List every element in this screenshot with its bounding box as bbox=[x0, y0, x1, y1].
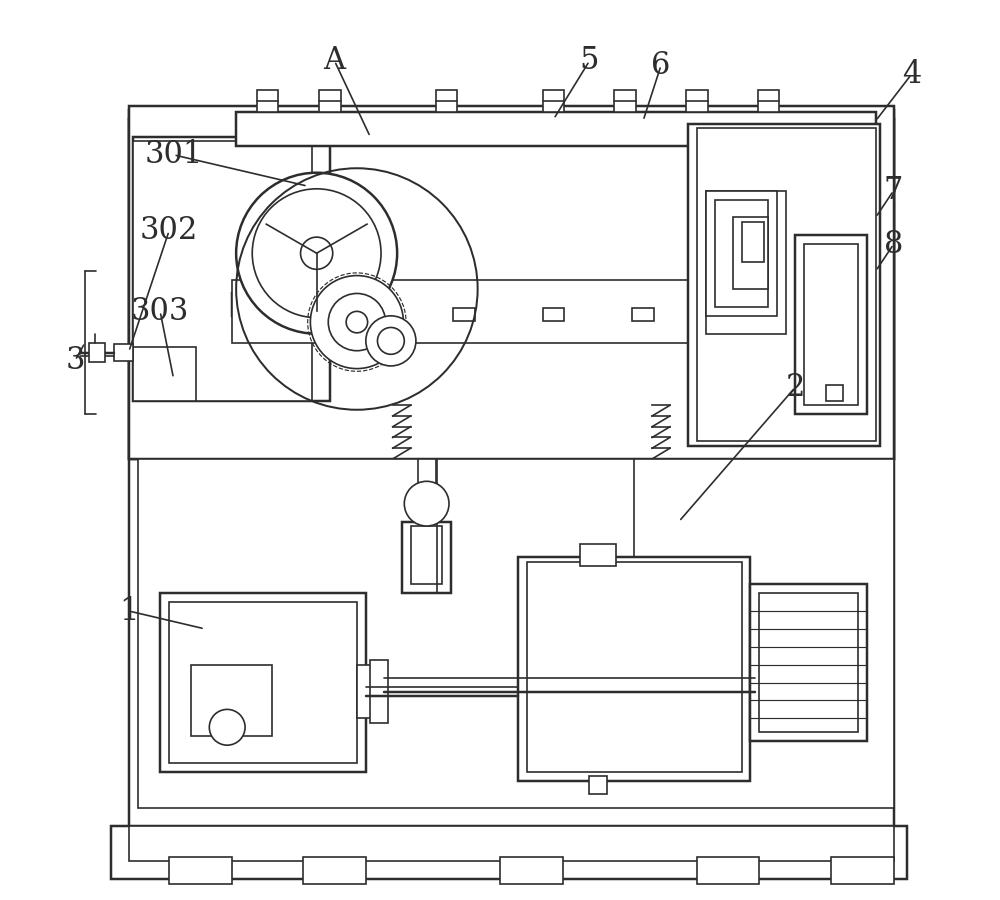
Text: 2: 2 bbox=[785, 372, 805, 403]
Bar bbox=[114, 345, 133, 361]
Bar bbox=[111, 825, 907, 879]
Bar bbox=[706, 191, 777, 316]
Bar bbox=[697, 128, 876, 441]
Bar bbox=[129, 110, 894, 861]
Bar bbox=[418, 459, 436, 490]
Text: 302: 302 bbox=[140, 215, 198, 247]
Circle shape bbox=[377, 328, 404, 355]
Bar bbox=[319, 89, 341, 112]
Bar bbox=[169, 602, 357, 763]
Bar bbox=[133, 141, 312, 401]
Bar bbox=[357, 665, 384, 718]
Text: 5: 5 bbox=[580, 45, 599, 76]
Bar bbox=[257, 89, 278, 112]
Text: 301: 301 bbox=[144, 140, 203, 170]
Bar bbox=[715, 200, 768, 307]
Circle shape bbox=[236, 173, 397, 334]
Bar bbox=[292, 308, 314, 321]
Circle shape bbox=[310, 275, 403, 369]
Text: 1: 1 bbox=[119, 596, 139, 626]
Bar bbox=[373, 308, 394, 321]
Bar bbox=[129, 825, 894, 861]
Bar bbox=[706, 191, 786, 334]
Bar bbox=[688, 123, 880, 446]
Bar bbox=[831, 857, 894, 884]
Bar bbox=[804, 244, 858, 405]
Bar bbox=[191, 665, 272, 736]
Bar bbox=[733, 218, 768, 289]
Text: 7: 7 bbox=[884, 176, 903, 206]
Bar bbox=[436, 89, 457, 112]
Bar bbox=[686, 89, 708, 112]
Bar bbox=[370, 661, 388, 723]
Text: 8: 8 bbox=[884, 229, 903, 260]
Bar bbox=[129, 105, 894, 459]
Text: 303: 303 bbox=[131, 296, 189, 327]
Bar bbox=[133, 137, 330, 400]
Bar bbox=[232, 293, 804, 316]
Bar bbox=[795, 235, 867, 414]
Circle shape bbox=[252, 189, 381, 318]
Bar bbox=[236, 112, 876, 146]
Bar bbox=[500, 857, 563, 884]
Circle shape bbox=[346, 311, 368, 333]
Bar bbox=[129, 434, 894, 459]
Bar bbox=[742, 222, 764, 262]
Bar bbox=[580, 544, 616, 566]
Bar bbox=[543, 89, 564, 112]
Bar bbox=[160, 593, 366, 772]
Text: A: A bbox=[323, 45, 346, 76]
Bar bbox=[133, 347, 196, 400]
Bar bbox=[826, 384, 843, 400]
Bar bbox=[527, 562, 742, 772]
Bar bbox=[543, 308, 564, 321]
Bar bbox=[632, 308, 654, 321]
Circle shape bbox=[366, 316, 416, 366]
Bar bbox=[453, 308, 475, 321]
Bar bbox=[518, 557, 750, 781]
Bar bbox=[129, 119, 894, 459]
Bar bbox=[303, 857, 366, 884]
Bar bbox=[589, 777, 607, 795]
Bar bbox=[614, 89, 636, 112]
Text: 3: 3 bbox=[65, 345, 85, 376]
Bar bbox=[411, 526, 442, 584]
Bar bbox=[402, 522, 451, 593]
Circle shape bbox=[209, 709, 245, 745]
Bar bbox=[750, 584, 867, 741]
Bar bbox=[759, 593, 858, 732]
Bar bbox=[697, 857, 759, 884]
Text: 4: 4 bbox=[902, 58, 921, 90]
Text: 6: 6 bbox=[651, 50, 671, 81]
Circle shape bbox=[328, 293, 386, 351]
Bar bbox=[232, 280, 804, 343]
Circle shape bbox=[301, 237, 333, 269]
Circle shape bbox=[404, 482, 449, 526]
Circle shape bbox=[589, 783, 604, 797]
Bar bbox=[89, 343, 105, 363]
Bar bbox=[169, 857, 232, 884]
Bar bbox=[138, 459, 894, 808]
Bar bbox=[758, 89, 779, 112]
